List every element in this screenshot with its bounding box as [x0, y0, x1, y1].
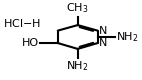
Text: CH$_3$: CH$_3$ — [66, 2, 89, 15]
Text: N: N — [99, 38, 108, 48]
Text: HO: HO — [22, 38, 39, 48]
Text: NH$_2$: NH$_2$ — [66, 59, 89, 73]
Text: NH$_2$: NH$_2$ — [116, 30, 139, 44]
Text: N: N — [99, 26, 108, 36]
Text: HCl$-$H: HCl$-$H — [3, 17, 41, 29]
